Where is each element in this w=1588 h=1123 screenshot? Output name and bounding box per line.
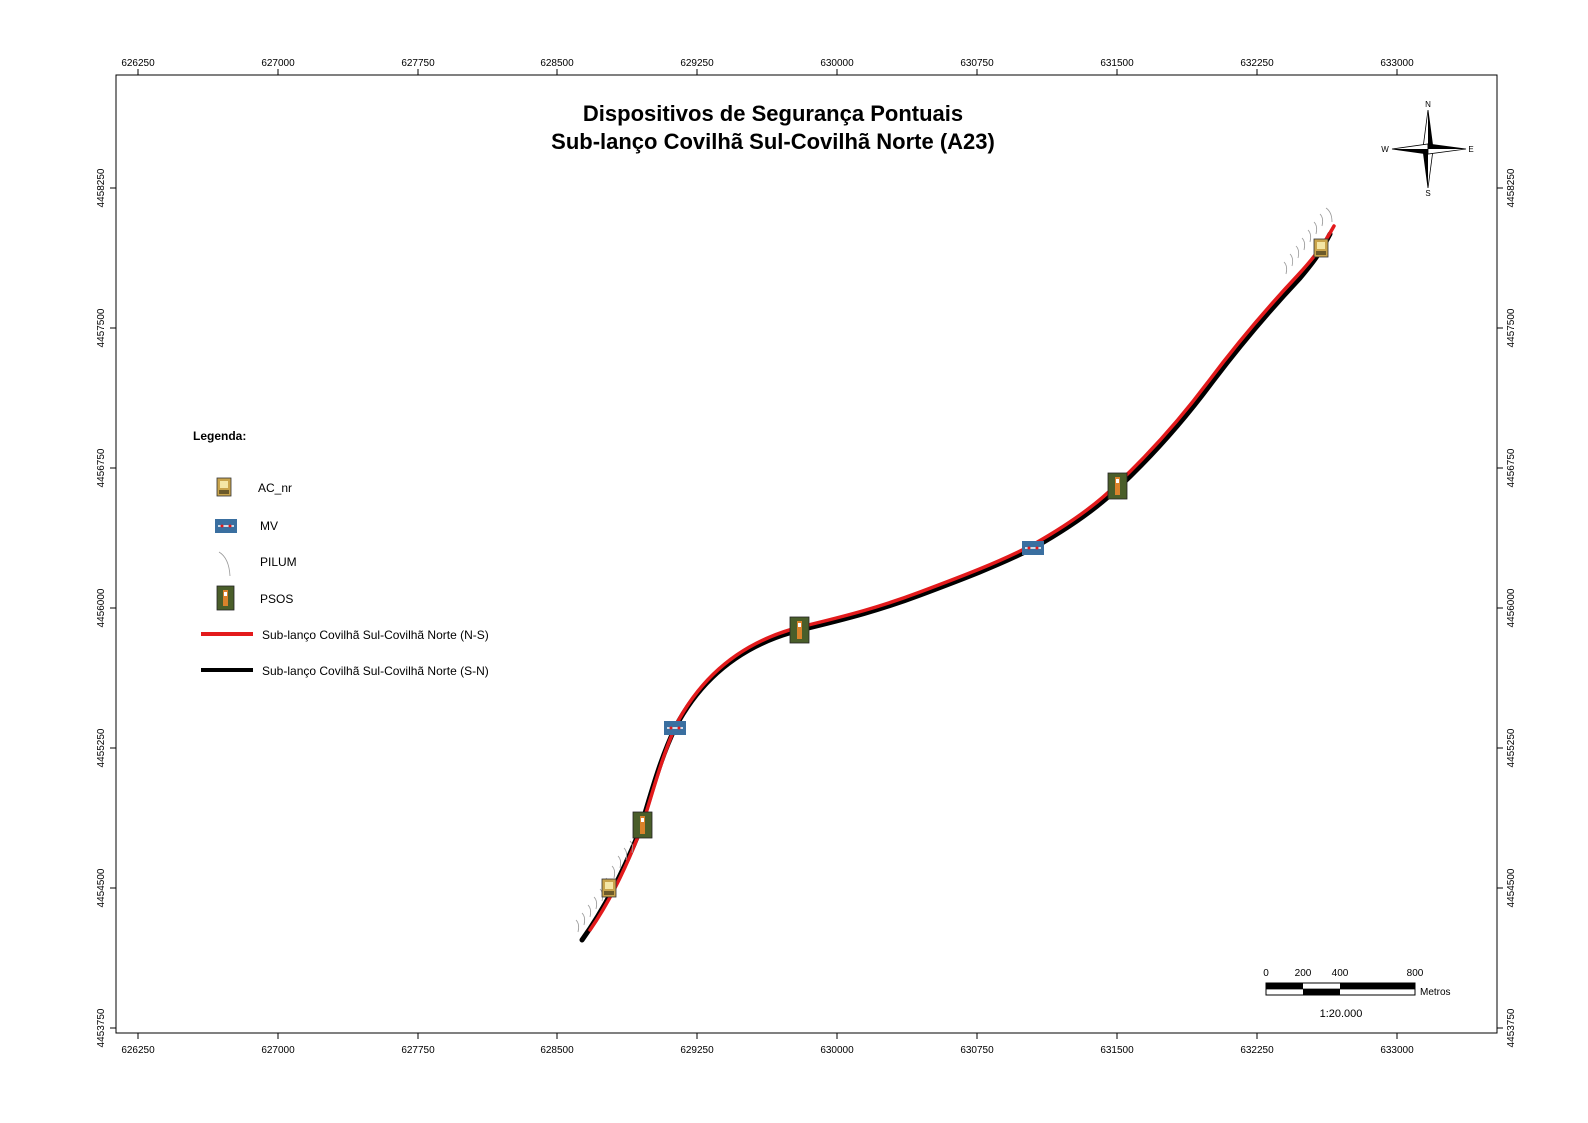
x-tick-label-top: 630000 <box>820 58 854 69</box>
scale-ratio: 1:20.000 <box>1320 1008 1363 1020</box>
psos-marker <box>789 616 810 644</box>
x-tick-label-bottom: 633000 <box>1380 1045 1414 1056</box>
x-tick-label-bottom: 627000 <box>261 1045 295 1056</box>
pilum-icon <box>1289 253 1294 267</box>
y-tick-label-left: 4457500 <box>96 308 107 347</box>
y-tick-label-right: 4456750 <box>1506 448 1517 487</box>
psos-icon <box>216 585 235 611</box>
x-tick-label-bottom: 630750 <box>960 1045 994 1056</box>
x-tick-label-top: 629250 <box>680 58 714 69</box>
pilum-icon <box>611 865 616 879</box>
y-tick-label-right: 4457500 <box>1506 308 1517 347</box>
scale-label-0: 0 <box>1263 968 1269 979</box>
north-arrow-icon: N S E W <box>1381 100 1473 198</box>
legend-label-pilum: PILUM <box>260 555 297 569</box>
pilum-icon <box>575 919 580 933</box>
pilum-icon <box>581 912 586 926</box>
legend-label-route-sn: Sub-lanço Covilhã Sul-Covilhã Norte (S-N… <box>262 664 489 678</box>
x-tick-label-bottom: 627750 <box>401 1045 435 1056</box>
y-tick-label-left: 4455250 <box>96 728 107 767</box>
pilum-icon <box>1295 245 1300 259</box>
x-tick-label-bottom: 630000 <box>820 1045 854 1056</box>
x-tick-label-top: 628500 <box>540 58 574 69</box>
psos-marker <box>1107 472 1128 500</box>
x-tick-label-bottom: 631500 <box>1100 1045 1134 1056</box>
x-tick-label-top: 633000 <box>1380 58 1414 69</box>
x-tick-label-top: 632250 <box>1240 58 1274 69</box>
scale-label-400: 400 <box>1332 968 1349 979</box>
route-layer <box>579 224 1336 943</box>
ac-nr-icon <box>216 477 232 497</box>
pilum-icon <box>218 551 231 577</box>
pilum-icon <box>623 847 628 861</box>
x-tick-label-top: 631500 <box>1100 58 1134 69</box>
x-tick-label-bottom: 632250 <box>1240 1045 1274 1056</box>
pilum-icon <box>1313 221 1318 235</box>
x-tick-label-top: 627750 <box>401 58 435 69</box>
east-label: E <box>1468 145 1473 154</box>
pilum-icon <box>1283 261 1288 275</box>
pilum-icon <box>1307 229 1312 243</box>
legend-label-ac-nr: AC_nr <box>258 481 292 495</box>
y-tick-label-right: 4454500 <box>1506 868 1517 907</box>
scale-unit: Metros <box>1420 987 1451 998</box>
y-tick-label-left: 4456750 <box>96 448 107 487</box>
route-ns-line <box>588 224 1336 932</box>
y-tick-label-right: 4458250 <box>1506 168 1517 207</box>
pilum-icon <box>1301 237 1306 251</box>
top-axis: 626250 627000 627750 628500 629250 63000… <box>121 58 1414 75</box>
scale-label-800: 800 <box>1407 968 1424 979</box>
pilum-markers <box>575 207 1333 933</box>
map-title-line2: Sub-lanço Covilhã Sul-Covilhã Norte (A23… <box>551 129 995 154</box>
scale-bar: 0 200 400 800 Metros 1:20.000 <box>1263 968 1450 1020</box>
pilum-icon <box>617 855 622 869</box>
x-tick-label-top: 626250 <box>121 58 155 69</box>
y-tick-label-left: 4456000 <box>96 588 107 627</box>
pilum-icon <box>593 896 598 910</box>
west-label: W <box>1381 145 1389 154</box>
pilum-icon <box>587 904 592 918</box>
y-tick-label-right: 4455250 <box>1506 728 1517 767</box>
pilum-icon <box>1319 213 1324 227</box>
pilum-icon <box>1325 207 1333 223</box>
x-tick-label-bottom: 629250 <box>680 1045 714 1056</box>
y-tick-label-right: 4456000 <box>1506 588 1517 627</box>
map-border <box>115 74 1498 1034</box>
legend-label-route-ns: Sub-lanço Covilhã Sul-Covilhã Norte (N-S… <box>262 628 489 642</box>
ac-nr-marker <box>1313 238 1329 258</box>
scale-label-200: 200 <box>1295 968 1312 979</box>
x-tick-label-bottom: 628500 <box>540 1045 574 1056</box>
mv-marker <box>664 721 686 735</box>
y-tick-label-right: 4453750 <box>1506 1008 1517 1047</box>
bottom-axis: 626250 627000 627750 628500 629250 63000… <box>121 1033 1414 1056</box>
route-sn-line <box>579 231 1333 943</box>
y-tick-label-left: 4453750 <box>96 1008 107 1047</box>
left-axis: 4458250 4457500 4456750 4456000 4455250 … <box>96 168 116 1047</box>
x-tick-label-top: 627000 <box>261 58 295 69</box>
mv-icon <box>215 519 237 533</box>
x-tick-label-bottom: 626250 <box>121 1045 155 1056</box>
right-axis: 4458250 4457500 4456750 4456000 4455250 … <box>1497 168 1517 1047</box>
legend: Legenda: AC_nr MV PILUM PSOS Sub-lanço C… <box>193 429 489 678</box>
x-tick-label-top: 630750 <box>960 58 994 69</box>
legend-label-mv: MV <box>260 519 278 533</box>
mv-marker <box>1022 541 1044 555</box>
psos-marker <box>632 811 653 839</box>
south-label: S <box>1425 189 1430 198</box>
y-tick-label-left: 4458250 <box>96 168 107 207</box>
pilum-icon <box>629 840 634 854</box>
legend-label-psos: PSOS <box>260 592 293 606</box>
legend-heading: Legenda: <box>193 429 246 443</box>
ac-nr-marker <box>601 878 617 898</box>
y-tick-label-left: 4454500 <box>96 868 107 907</box>
map-title-line1: Dispositivos de Segurança Pontuais <box>583 101 963 126</box>
north-label: N <box>1425 100 1431 109</box>
